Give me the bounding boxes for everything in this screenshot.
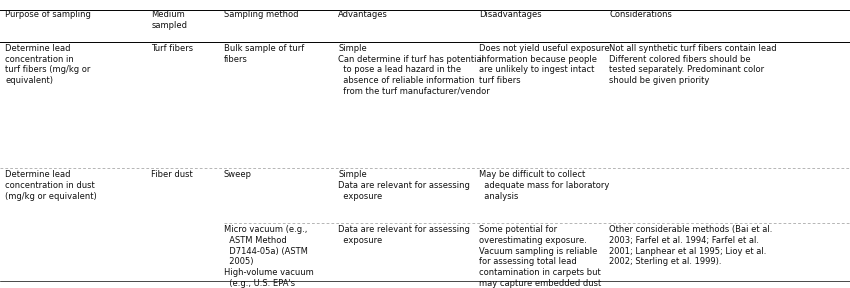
Text: Micro vacuum (e.g.,
  ASTM Method
  D7144-05a) (ASTM
  2005)
High-volume vacuum
: Micro vacuum (e.g., ASTM Method D7144-05… <box>224 225 314 288</box>
Text: Simple
Data are relevant for assessing
  exposure: Simple Data are relevant for assessing e… <box>338 170 470 201</box>
Text: Some potential for
overestimating exposure.
Vacuum sampling is reliable
for asse: Some potential for overestimating exposu… <box>479 225 605 288</box>
Text: Not all synthetic turf fibers contain lead
Different colored fibers should be
te: Not all synthetic turf fibers contain le… <box>609 44 777 85</box>
Text: Disadvantages: Disadvantages <box>479 10 542 19</box>
Text: Sampling method: Sampling method <box>224 10 298 19</box>
Text: Determine lead
concentration in dust
(mg/kg or equivalent): Determine lead concentration in dust (mg… <box>5 170 97 201</box>
Text: Turf fibers: Turf fibers <box>151 44 194 53</box>
Text: Advantages: Advantages <box>338 10 388 19</box>
Text: Purpose of sampling: Purpose of sampling <box>5 10 91 19</box>
Text: Sweep: Sweep <box>224 170 252 179</box>
Text: Considerations: Considerations <box>609 10 672 19</box>
Text: Does not yield useful exposure
information because people
are unlikely to ingest: Does not yield useful exposure informati… <box>479 44 610 85</box>
Text: Other considerable methods (Bai et al.
2003; Farfel et al. 1994; Farfel et al.
2: Other considerable methods (Bai et al. 2… <box>609 225 773 266</box>
Text: Fiber dust: Fiber dust <box>151 170 193 179</box>
Text: Medium
sampled: Medium sampled <box>151 10 187 30</box>
Text: Simple
Can determine if turf has potential
  to pose a lead hazard in the
  abse: Simple Can determine if turf has potenti… <box>338 44 490 96</box>
Text: Data are relevant for assessing
  exposure: Data are relevant for assessing exposure <box>338 225 470 245</box>
Text: Bulk sample of turf
fibers: Bulk sample of turf fibers <box>224 44 303 64</box>
Text: May be difficult to collect
  adequate mass for laboratory
  analysis: May be difficult to collect adequate mas… <box>479 170 609 201</box>
Text: Determine lead
concentration in
turf fibers (mg/kg or
equivalent): Determine lead concentration in turf fib… <box>5 44 90 85</box>
